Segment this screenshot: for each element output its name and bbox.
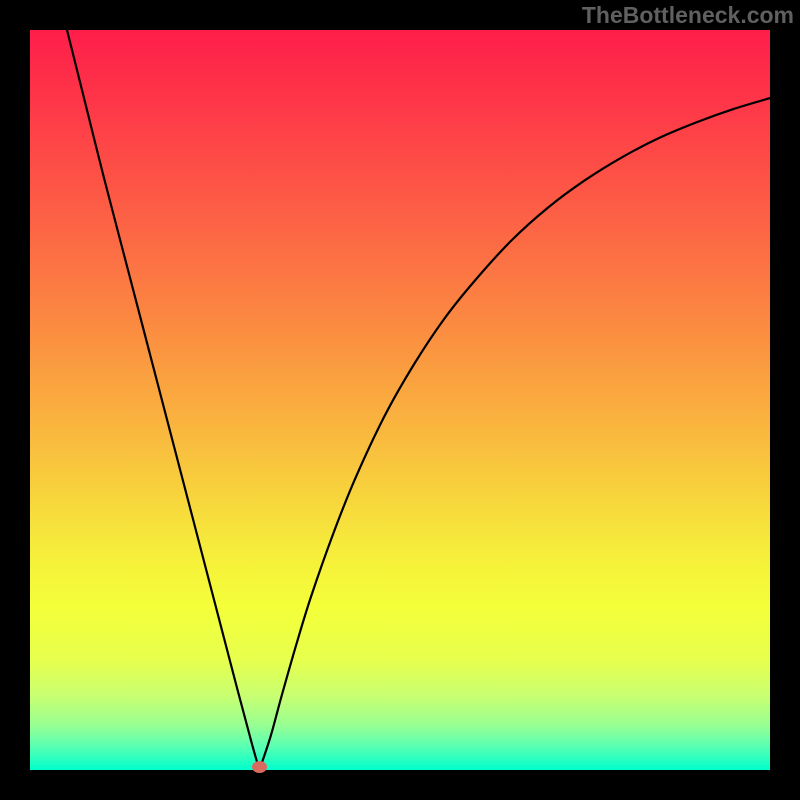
watermark-text: TheBottleneck.com bbox=[582, 2, 794, 29]
bottleneck-curve bbox=[67, 30, 770, 770]
chart-container: TheBottleneck.com bbox=[0, 0, 800, 800]
minimum-marker bbox=[252, 761, 267, 773]
plot-area bbox=[30, 30, 770, 770]
curve-svg bbox=[30, 30, 770, 770]
